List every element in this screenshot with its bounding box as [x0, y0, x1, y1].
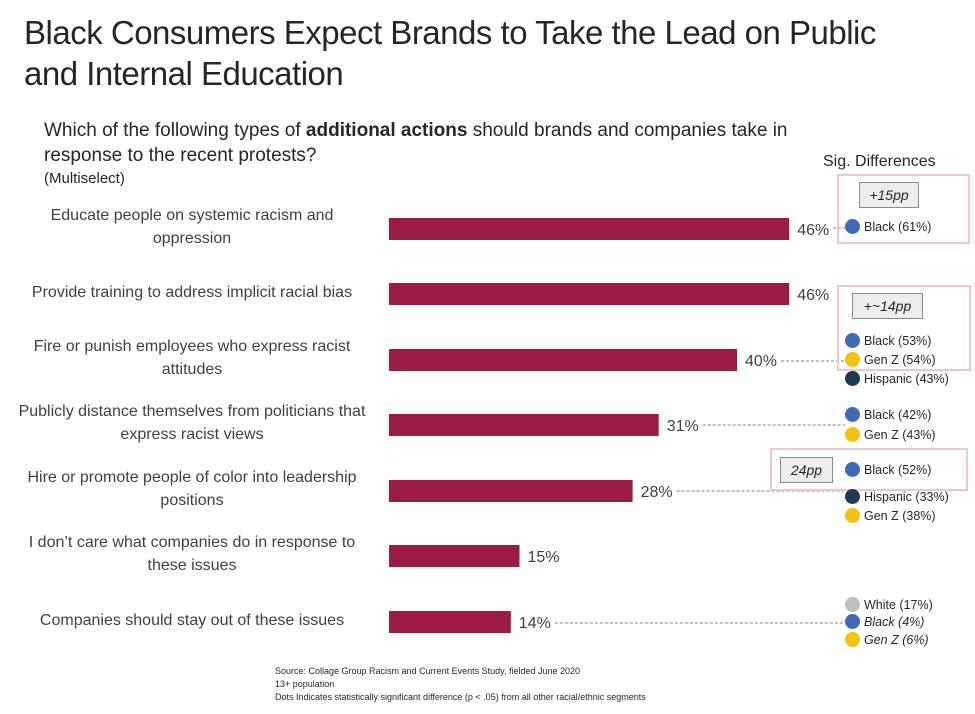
value-label: 46% — [797, 222, 829, 239]
sig-difference-label: Black (53%) — [864, 333, 932, 348]
value-label: 15% — [528, 549, 560, 566]
source-line: Source: Collage Group Racism and Current… — [275, 666, 581, 676]
sig-difference-label: Black (42%) — [864, 407, 932, 422]
survey-question: Which of the following types of addition… — [44, 118, 824, 168]
sig-difference-item: Black (4%) — [845, 614, 924, 629]
question-text-after: should brands and companies take in resp… — [44, 120, 788, 166]
category-label: Fire or punish employees who express rac… — [33, 338, 351, 378]
sig-difference-item: Hispanic (43%) — [845, 371, 949, 386]
value-label: 14% — [519, 615, 551, 632]
highlight-box-hire — [770, 448, 968, 491]
page-title: Black Consumers Expect Brands to Take th… — [24, 14, 876, 92]
sig-difference-item: Gen Z (38%) — [845, 508, 936, 523]
sig-difference-item: Black (53%) — [845, 333, 931, 348]
dots-note-line: Dots Indicates statistically significant… — [275, 692, 646, 702]
sig-difference-label: Black (4%) — [864, 614, 925, 629]
bar — [389, 414, 659, 436]
highlight-box-educate — [837, 174, 970, 244]
bar — [389, 480, 633, 502]
value-label: 28% — [641, 484, 673, 501]
hispanic-segment-dot-icon — [845, 489, 860, 504]
black-segment-dot-icon — [845, 407, 860, 422]
white-segment-dot-icon — [845, 597, 860, 612]
sig-difference-item: Black (42%) — [845, 407, 931, 422]
question-text-before: Which of the following types of — [44, 120, 306, 141]
bar — [389, 218, 790, 240]
value-label: 46% — [797, 287, 829, 304]
sig-difference-label: Hispanic (33%) — [864, 489, 949, 504]
bar — [389, 611, 511, 633]
value-label: 31% — [667, 418, 699, 435]
multiselect-note: (Multiselect) — [44, 170, 125, 187]
genz-segment-dot-icon — [845, 427, 860, 442]
sig-difference-item: Black (61%) — [845, 219, 931, 234]
badge-educate: +15pp — [859, 182, 919, 208]
sig-difference-item: White (17%) — [845, 597, 933, 612]
badge-fire: +~14pp — [852, 293, 923, 319]
genz-segment-dot-icon — [845, 352, 860, 367]
category-label: Hire or promote people of color into lea… — [27, 469, 357, 509]
sig-difference-label: Gen Z (43%) — [864, 427, 936, 442]
black-segment-dot-icon — [845, 219, 860, 234]
sig-difference-label: Black (61%) — [864, 219, 932, 234]
sig-difference-label: Black (52%) — [864, 462, 932, 477]
badge-hire: 24pp — [780, 457, 833, 483]
category-label: I don’t care what companies do in respon… — [28, 534, 356, 574]
genz-segment-dot-icon — [845, 508, 860, 523]
source-notes: Source: Collage Group Racism and Current… — [275, 665, 646, 704]
sig-difference-label: Hispanic (43%) — [864, 371, 949, 386]
hispanic-segment-dot-icon — [845, 371, 860, 386]
question-text-bold: additional actions — [305, 120, 468, 141]
population-line: 13+ population — [275, 679, 335, 689]
sig-difference-item: Gen Z (43%) — [845, 427, 936, 442]
bar — [389, 283, 790, 305]
sig-differences-header: Sig. Differences — [823, 153, 936, 170]
category-label: Publicly distance themselves from politi… — [18, 403, 366, 443]
sig-difference-item: Gen Z (6%) — [845, 632, 929, 647]
black-segment-dot-icon — [845, 462, 860, 477]
bar — [389, 545, 520, 567]
value-label: 40% — [745, 353, 777, 370]
highlight-box-fire — [837, 285, 971, 371]
sig-difference-item: Black (52%) — [845, 462, 931, 477]
sig-difference-label: White (17%) — [864, 597, 933, 612]
bar — [389, 349, 737, 371]
sig-difference-label: Gen Z (38%) — [864, 508, 936, 523]
genz-segment-dot-icon — [845, 632, 860, 647]
sig-difference-item: Gen Z (54%) — [845, 352, 936, 367]
black-segment-dot-icon — [845, 333, 860, 348]
sig-difference-label: Gen Z (6%) — [864, 632, 929, 647]
category-label: Educate people on systemic racism and op… — [50, 207, 334, 247]
black-segment-dot-icon — [845, 614, 860, 629]
category-label: Provide training to address implicit rac… — [31, 283, 353, 301]
category-label: Companies should stay out of these issue… — [39, 611, 345, 629]
sig-difference-label: Gen Z (54%) — [864, 352, 936, 367]
sig-difference-item: Hispanic (33%) — [845, 489, 949, 504]
